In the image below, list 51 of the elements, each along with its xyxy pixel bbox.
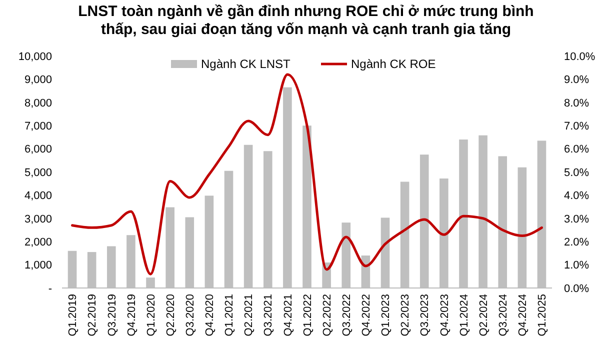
y-tick-label: - [48,282,52,295]
x-tick-label: Q1.2025 [536,294,549,336]
x-tick-label: Q1.2020 [145,294,158,336]
y2-tick-label: 3.0% [564,213,590,226]
y2-tick-label: 1.0% [564,260,590,272]
x-tick-label: Q1.2019 [67,294,80,336]
y2-tick-label: 9.0% [564,74,590,86]
x-tick-label: Q4.2022 [360,294,373,336]
x-tick-label: Q4.2023 [438,294,451,336]
legend-label: Ngành CK ROE [351,57,436,72]
y-tick-label: 7,000 [24,120,52,132]
y-tick-label: 8,000 [24,97,52,110]
x-tick-label: Q3.2021 [262,294,275,336]
x-tick-label: Q2.2021 [243,294,256,336]
x-tick-label: Q4.2021 [282,294,294,336]
x-tick-label: Q2.2022 [321,294,334,336]
y-tick-label: 4,000 [24,190,52,202]
y2-tick-label: 2.0% [564,236,590,248]
y-tick-label: 9,000 [24,74,52,86]
y-tick-label: 6,000 [24,144,52,156]
y2-tick-label: 10.0% [564,50,596,63]
y2-tick-label: 6.0% [564,144,590,156]
x-tick-label: Q1.2021 [224,294,236,336]
x-tick-label: Q1.2024 [458,294,470,336]
y2-tick-label: 8.0% [564,97,590,110]
x-tick-label: Q2.2024 [478,294,490,336]
x-tick-label: Q3.2019 [106,294,118,336]
x-tick-label: Q3.2020 [184,294,196,336]
x-tick-label: Q4.2019 [126,294,138,336]
x-tick-label: Q2.2020 [164,294,177,336]
y2-tick-label: 5.0% [564,166,590,179]
y-tick-label: 10,000 [18,50,52,63]
chart-title: LNST toàn ngành về gần đỉnh nhưng ROE chỉ ở mức trung bình thấp, sau giai đoạn tăng vốn mạnh và cạnh tranh gia tăng [78,3,534,38]
y2-tick-label: 7.0% [564,120,590,132]
line-series [71,73,543,276]
y-tick-label: 2,000 [24,236,52,248]
y2-tick-label: 4.0% [564,190,590,202]
x-tick-label: Q3.2023 [419,294,432,336]
y2-tick-label: 0.0% [564,282,590,295]
y-tick-label: 1,000 [24,260,52,272]
x-tick-label: Q1.2023 [380,294,392,336]
x-tick-label: Q2.2023 [400,294,412,336]
x-tick-label: Q3.2024 [497,294,510,336]
x-tick-label: Q4.2024 [517,294,530,336]
y-tick-label: 5,000 [24,166,52,179]
x-tick-label: Q3.2022 [340,294,353,336]
legend-label: Ngành CK LNST [201,57,292,72]
x-tick-label: Q2.2019 [86,294,99,336]
y-tick-label: 3,000 [24,213,52,226]
x-tick-label: Q1.2022 [302,294,314,336]
x-tick-label: Q4.2020 [204,294,216,336]
